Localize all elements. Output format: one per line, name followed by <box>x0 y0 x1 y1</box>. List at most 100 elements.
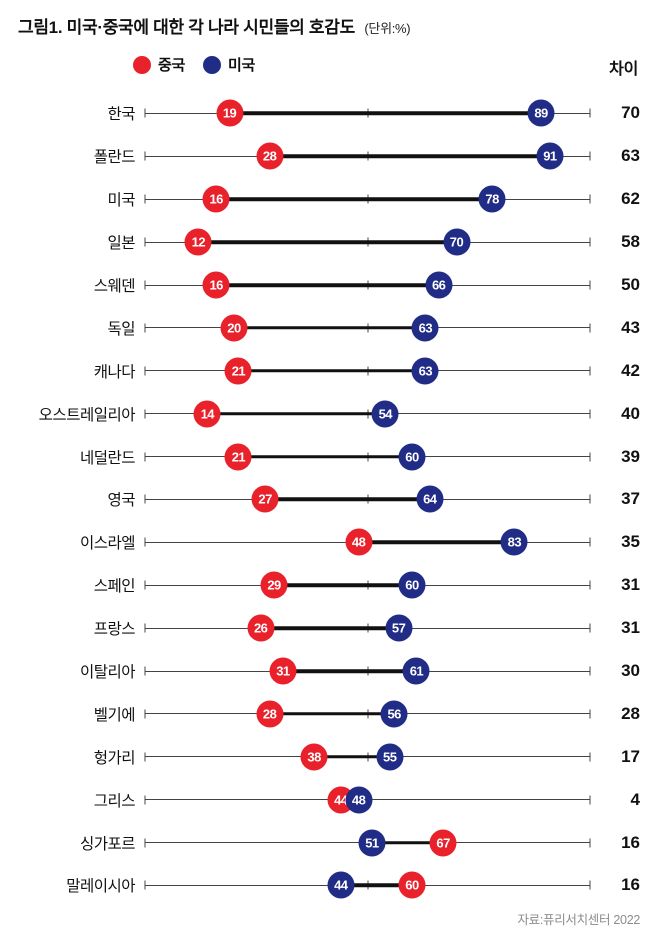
axis-tick <box>144 709 146 719</box>
row-track: 21 60 <box>144 435 591 478</box>
chart-row: 캐나다 21 63 42 <box>0 349 658 392</box>
axis-tick <box>589 409 591 419</box>
china-value-dot: 16 <box>202 185 230 213</box>
us-value-dot: 70 <box>443 228 470 256</box>
country-label: 스페인 <box>93 578 136 596</box>
china-value-dot: 28 <box>256 700 284 728</box>
us-value-dot: 63 <box>411 314 439 342</box>
connector-line <box>260 626 399 630</box>
axis-tick <box>144 409 146 419</box>
us-value-dot: 57 <box>385 614 413 642</box>
us-value-dot: 91 <box>536 142 564 170</box>
diff-value: 43 <box>621 317 640 337</box>
axis-tick <box>589 666 591 676</box>
diff-value: 30 <box>621 661 640 681</box>
diff-value: 28 <box>621 703 640 723</box>
country-label: 벨기에 <box>93 706 136 724</box>
country-label: 네덜란드 <box>79 449 136 467</box>
axis-tick <box>144 108 146 118</box>
us-value-dot: 61 <box>402 657 430 685</box>
us-value-dot: 60 <box>398 443 426 471</box>
connector-line <box>238 369 426 373</box>
axis-tick <box>589 623 591 633</box>
chart-row: 한국 19 89 70 <box>0 92 658 135</box>
axis-tick <box>144 752 146 762</box>
row-track: 26 57 <box>144 607 591 650</box>
axis-tick <box>144 237 146 247</box>
country-label: 그리스 <box>93 792 136 810</box>
row-track: 19 89 <box>144 92 591 135</box>
diff-value: 31 <box>621 618 640 638</box>
legend-row: 중국 미국 차이 <box>0 54 658 78</box>
axis-tick <box>589 323 591 333</box>
row-track: 27 64 <box>144 478 591 521</box>
us-legend-dot-icon <box>203 55 222 74</box>
chart-row: 영국 27 64 37 <box>0 478 658 521</box>
source-label: 자료:퓨리서치센터 2022 <box>517 913 640 927</box>
china-value-dot: 29 <box>260 571 288 599</box>
chart-rows: 한국 19 89 70 폴란드 28 91 63 미국 16 78 62 일본 12 70 58 스웨덴 16 66… <box>0 92 658 907</box>
connector-line <box>358 540 515 545</box>
country-label: 스웨덴 <box>93 278 136 295</box>
axis-tick <box>144 537 146 547</box>
us-value-dot: 66 <box>425 271 453 299</box>
axis-tick <box>589 452 591 462</box>
diff-value: 58 <box>621 232 640 252</box>
diff-value: 70 <box>621 103 640 123</box>
axis-tick <box>144 880 146 890</box>
row-track: 28 91 <box>144 135 591 178</box>
axis-tick <box>589 537 591 547</box>
chart-row: 스페인 29 60 31 <box>0 564 658 607</box>
us-value-dot: 51 <box>358 829 386 857</box>
row-track: 14 54 <box>144 392 591 435</box>
chart-row: 헝가리 38 55 17 <box>0 735 658 778</box>
connector-line <box>216 197 493 201</box>
chart-row: 이스라엘 48 83 35 <box>0 521 658 564</box>
diff-value: 63 <box>621 146 640 166</box>
row-track: 20 63 <box>144 306 591 349</box>
row-track: 16 66 <box>144 264 591 307</box>
country-label: 미국 <box>107 192 135 210</box>
country-label: 말레이시아 <box>66 878 135 896</box>
row-track: 28 56 <box>144 692 591 735</box>
china-value-dot: 21 <box>224 443 252 471</box>
china-value-dot: 14 <box>193 400 221 428</box>
axis-tick <box>144 795 146 805</box>
country-label: 오스트레일리아 <box>38 406 136 424</box>
chart-header: 그림1. 미국·중국에 대한 각 나라 시민들의 호감도 (단위:%) <box>18 13 411 38</box>
us-value-dot: 60 <box>398 571 426 599</box>
row-track: 44 48 <box>144 778 591 821</box>
diff-value: 39 <box>621 446 640 466</box>
axis-tick <box>144 666 146 676</box>
chart-row: 폴란드 28 91 63 <box>0 135 658 178</box>
axis-tick <box>144 323 146 333</box>
country-label: 한국 <box>107 106 135 124</box>
axis-tick <box>144 151 146 161</box>
axis-tick <box>589 494 591 504</box>
country-label: 프랑스 <box>93 621 136 639</box>
connector-line <box>274 583 412 587</box>
china-value-dot: 31 <box>269 657 297 685</box>
row-track: 12 70 <box>144 221 591 264</box>
axis-tick <box>589 194 591 204</box>
connector-line <box>238 454 412 459</box>
row-track: 21 63 <box>144 349 591 392</box>
country-label: 영국 <box>107 492 135 510</box>
country-label: 폴란드 <box>93 149 136 167</box>
axis-tick <box>144 494 146 504</box>
china-value-dot: 28 <box>256 142 284 170</box>
connector-line <box>282 669 417 673</box>
china-value-dot: 16 <box>202 271 230 299</box>
us-value-dot: 56 <box>380 700 408 728</box>
china-value-dot: 38 <box>300 743 328 771</box>
chart-row: 이탈리아 31 61 30 <box>0 650 658 693</box>
connector-line <box>207 411 386 416</box>
connector-line <box>229 111 542 116</box>
connector-line <box>340 883 412 888</box>
axis-tick <box>144 838 146 848</box>
chart-row: 미국 16 78 62 <box>0 178 658 221</box>
china-value-dot: 12 <box>184 228 212 256</box>
us-value-dot: 48 <box>345 786 373 814</box>
diff-value: 17 <box>621 746 640 766</box>
axis-tick <box>144 280 146 290</box>
